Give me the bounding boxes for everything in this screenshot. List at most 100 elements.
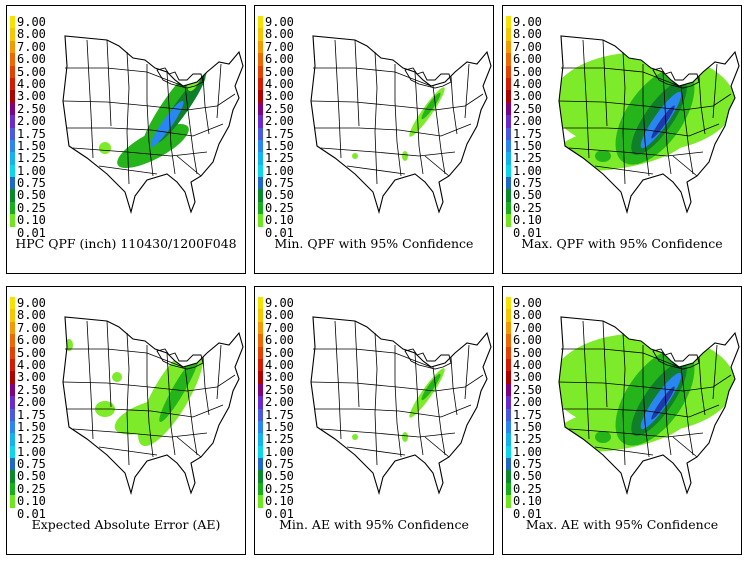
legend-level: 2.00 [17, 395, 46, 410]
legend-entry: 0.25 [7, 481, 51, 496]
legend-level: 7.00 [513, 39, 542, 54]
legend-level: 1.50 [17, 138, 46, 153]
legend-entry: 5.00 [503, 346, 547, 359]
legend-level: 1.25 [265, 432, 294, 447]
precip-area [402, 151, 408, 161]
legend-entry: 9.00 [503, 296, 547, 310]
legend-entry: 0.10 [255, 214, 299, 227]
legend-swatch [10, 408, 15, 421]
precip-area [595, 150, 611, 162]
legend-swatch [10, 226, 15, 240]
legend-level: 9.00 [17, 15, 46, 29]
legend-level: 0.01 [265, 225, 294, 240]
legend-level: 9.00 [265, 15, 294, 29]
legend-level: 9.00 [17, 296, 46, 310]
legend-entry: 9.00 [255, 15, 299, 29]
legend-level: 7.00 [17, 39, 46, 54]
legend-swatch [506, 433, 511, 446]
legend-swatch [258, 115, 263, 128]
legend-entry: 4.00 [7, 358, 51, 372]
precip-area [352, 153, 358, 159]
legend-swatch [10, 470, 15, 483]
legend-entry: 1.75 [7, 408, 51, 421]
legend-entry: 2.50 [255, 383, 299, 397]
legend-level: 0.75 [265, 176, 294, 191]
legend-level: 9.00 [513, 15, 542, 29]
legend-entry: 5.00 [503, 65, 547, 78]
legend-swatch [258, 226, 263, 240]
legend-entry: 0.10 [503, 214, 547, 227]
legend-entry: 3.00 [7, 90, 51, 103]
legend-entry: 9.00 [255, 297, 299, 310]
precip-area [99, 142, 111, 154]
legend-entry: 7.00 [503, 39, 547, 54]
legend-entry: 1.00 [7, 445, 51, 459]
legend-level: 1.75 [513, 407, 542, 422]
legend-entry: 1.00 [503, 445, 547, 459]
great-lakes [404, 348, 452, 370]
legend-entry: 6.00 [7, 333, 51, 348]
legend-level: 0.75 [513, 176, 542, 191]
legend-entry: 8.00 [255, 28, 299, 41]
legend-level: 1.50 [513, 138, 542, 153]
legend-swatch [258, 408, 263, 421]
legend-entry: 2.00 [503, 114, 547, 129]
legend-level: 2.50 [513, 382, 542, 397]
legend-level: 9.00 [513, 296, 542, 310]
legend-level: 0.10 [265, 494, 294, 509]
precip-area [402, 432, 408, 442]
legend-level: 8.00 [17, 308, 46, 323]
legend-level: 1.25 [513, 432, 542, 447]
legend-level: 6.00 [17, 333, 46, 348]
legend-swatch [258, 40, 263, 54]
legend-swatch [10, 482, 15, 496]
map-panel-2: 9.00 8.00 7.00 6.00 5.00 4.00 3.00 2.50 2.00 1.75… [254, 5, 494, 274]
legend-entry: 0.75 [503, 458, 547, 471]
legend-entry: 2.50 [7, 383, 51, 397]
legend-swatch [10, 127, 15, 140]
map-panel-5: 9.00 8.00 7.00 6.00 5.00 4.00 3.00 2.50 2.00 1.75… [254, 286, 494, 555]
legend-level: 2.00 [513, 114, 542, 129]
precip-legend: 9.00 8.00 7.00 6.00 5.00 4.00 3.00 2.50 2.00 1.75… [255, 15, 299, 240]
legend-entry: 0.10 [503, 494, 547, 509]
legend-swatch [10, 396, 15, 409]
legend-level: 2.00 [265, 114, 294, 129]
legend-entry: 5.00 [255, 346, 299, 359]
legend-swatch [10, 445, 15, 459]
legend-entry: 3.00 [7, 371, 51, 384]
legend-entry: 9.00 [503, 15, 547, 29]
legend-level: 5.00 [265, 64, 294, 79]
legend-level: 0.25 [513, 481, 542, 496]
legend-entry: 2.50 [255, 102, 299, 116]
legend-swatch [258, 65, 263, 78]
legend-swatch [10, 371, 15, 384]
legend-level: 0.10 [17, 213, 46, 228]
legend-level: 0.10 [513, 494, 542, 509]
panel-caption: Min. AE with 95% Confidence [279, 517, 469, 532]
legend-swatch [506, 40, 511, 54]
map-panel-3: 9.00 8.00 7.00 6.00 5.00 4.00 3.00 2.50 2.00 1.75… [502, 5, 742, 274]
legend-level: 1.00 [265, 163, 294, 178]
legend-swatch [506, 297, 511, 310]
legend-level: 0.25 [17, 481, 46, 496]
legend-level: 0.25 [513, 200, 542, 215]
legend-entry: 0.75 [7, 457, 51, 472]
legend-level: 1.50 [17, 419, 46, 434]
legend-swatch [10, 102, 15, 116]
legend-entry: 9.00 [7, 15, 51, 29]
legend-entry: 1.75 [503, 127, 547, 140]
legend-level: 0.75 [17, 457, 46, 472]
legend-entry: 0.01 [255, 225, 299, 240]
legend-entry: 7.00 [503, 321, 547, 335]
legend-swatch [10, 28, 15, 41]
legend-entry: 3.00 [255, 90, 299, 103]
legend-level: 1.25 [513, 151, 542, 166]
precip-map [558, 35, 740, 215]
legend-entry: 1.50 [503, 138, 547, 153]
legend-entry: 0.50 [255, 189, 299, 202]
legend-entry: 2.50 [7, 102, 51, 116]
legend-level: 2.00 [265, 395, 294, 410]
state-borders [558, 39, 732, 185]
legend-swatch [10, 115, 15, 128]
legend-swatch [258, 53, 263, 66]
